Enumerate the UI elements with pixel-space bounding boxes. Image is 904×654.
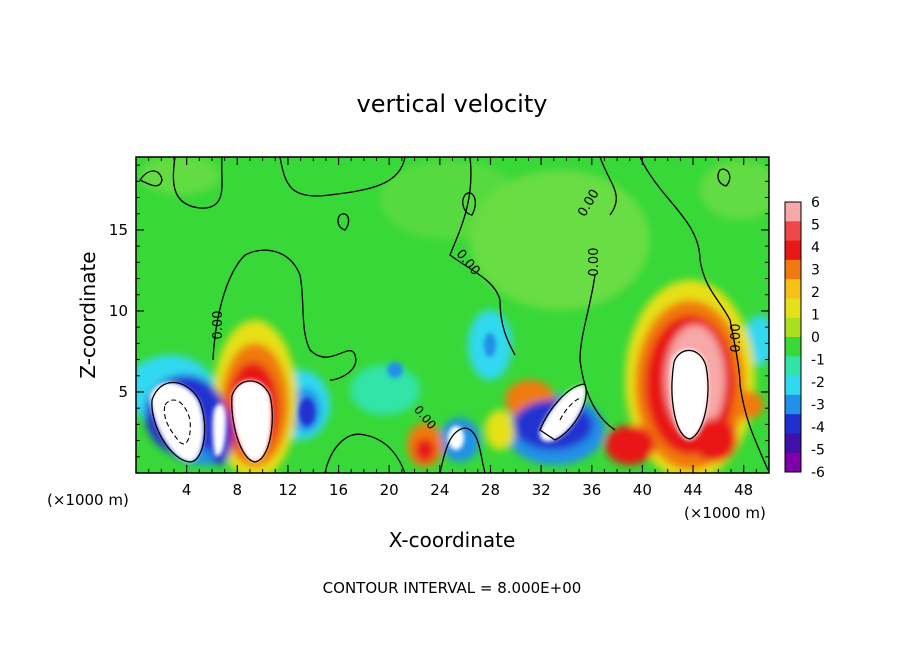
colorbar-label: 1: [811, 308, 820, 324]
y-tick-label: 10: [109, 302, 128, 320]
colorbar-label: -6: [811, 465, 825, 481]
negative-contours: [163, 397, 583, 445]
x-tick-label: 32: [532, 481, 551, 499]
colorbar-swatch: [785, 202, 801, 222]
colorbar-swatch: [785, 279, 801, 299]
colorbar-swatch: [785, 394, 801, 415]
contour-interval-note: CONTOUR INTERVAL = 8.000E+00: [323, 579, 582, 597]
zero-contours: [139, 157, 769, 473]
x-tick-label: 12: [278, 481, 297, 499]
colorbar-label: -5: [811, 443, 825, 459]
x-tick-label: 24: [430, 481, 449, 499]
plot-area: 0.00 0.00 0.00 0.00 0.00 0.00: [136, 157, 769, 473]
colorbar-swatch: [785, 433, 801, 454]
x-tick-label: 48: [734, 481, 753, 499]
colorbar-label: 0: [811, 330, 820, 346]
y-tick-label: 5: [118, 383, 128, 401]
colorbar-frame: [784, 201, 802, 473]
x-tick-label: 36: [582, 481, 601, 499]
colorbar-label: 5: [811, 218, 820, 234]
contour-label: 0.00: [211, 311, 226, 340]
contour-label: 0.00: [587, 248, 602, 277]
colorbar-label: 3: [811, 263, 820, 279]
x-tick-label: 40: [633, 481, 652, 499]
colorbar-swatch: [785, 337, 801, 357]
colorbar-swatch: [785, 356, 801, 377]
colorbar-swatch: [785, 317, 801, 338]
colorbar-label: -2: [811, 375, 825, 391]
colorbar: 6 5 4 3 2 1 0 -1 -2 -3 -4 -5 -6: [784, 195, 825, 481]
colorbar-swatch: [785, 452, 801, 473]
colorbar-swatch: [785, 259, 801, 280]
field-cores: [150, 333, 709, 462]
colorbar-label: 4: [811, 240, 820, 256]
x-tick-label: 16: [329, 481, 348, 499]
colorbar-label: 6: [811, 195, 820, 211]
x-tick-label: 44: [683, 481, 702, 499]
contour-label: 0.00: [729, 324, 744, 353]
colorbar-swatch: [785, 298, 801, 319]
colorbar-label: -3: [811, 398, 825, 414]
x-tick-label: 4: [182, 481, 192, 499]
colorbar-label: 2: [811, 285, 820, 301]
colorbar-label: -4: [811, 420, 825, 436]
y-tick-label: 15: [109, 221, 128, 239]
colorbar-swatch: [785, 414, 801, 434]
colorbar-label: -1: [811, 353, 825, 369]
x-axis: 4 8 12 16 20 24 28 32 36 40 44 48: [148, 157, 757, 499]
x-tick-label: 20: [380, 481, 399, 499]
x-unit-right: (×1000 m): [684, 504, 766, 522]
x-unit-left: (×1000 m): [47, 491, 129, 509]
y-axis: 5 10 15: [109, 164, 769, 458]
colorbar-swatch: [785, 240, 801, 261]
colorbar-swatch: [785, 375, 801, 396]
chart-title: vertical velocity: [357, 90, 548, 118]
colorbar-swatch: [785, 221, 801, 242]
y-axis-label: Z-coordinate: [76, 251, 100, 378]
x-tick-label: 8: [233, 481, 243, 499]
x-axis-label: X-coordinate: [389, 528, 516, 552]
x-tick-label: 28: [481, 481, 500, 499]
